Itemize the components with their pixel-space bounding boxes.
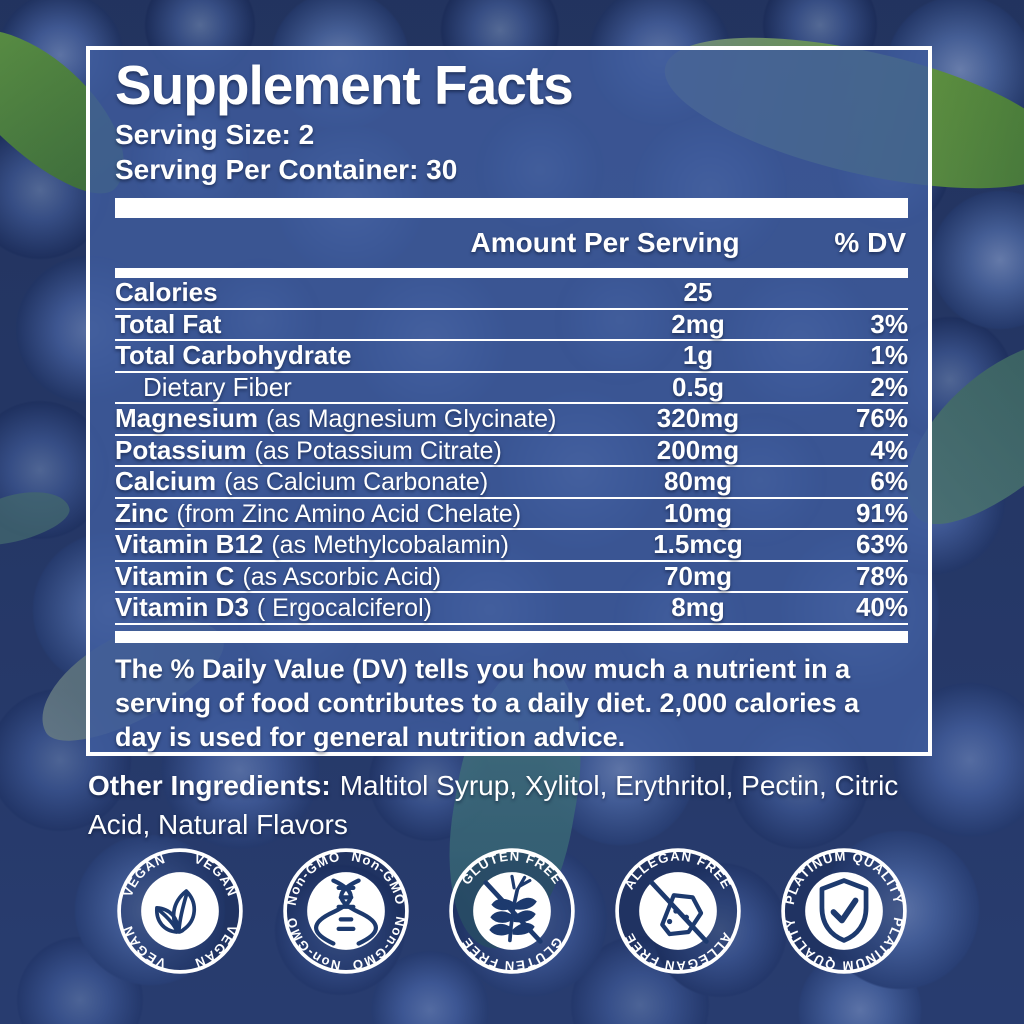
dv-value: 40% bbox=[855, 592, 908, 623]
nutrient-source: (as Potassium Citrate) bbox=[254, 436, 502, 465]
allergen-free-badge: ALLEGAN FREE ALLEGAN FREE bbox=[615, 848, 741, 974]
nutrient-name: Dietary Fiber bbox=[143, 371, 292, 402]
nutrient-name: Vitamin B12 bbox=[115, 529, 264, 560]
nutrient-name: Total Carbohydrate bbox=[115, 340, 352, 371]
amount-value: 0.5g bbox=[671, 371, 725, 402]
column-header-dv: % DV bbox=[834, 227, 906, 258]
nutrient-name: Calcium bbox=[115, 466, 217, 497]
other-ingredients-label: Other Ingredients: bbox=[88, 770, 331, 801]
nutrient-name: Vitamin C bbox=[115, 560, 235, 591]
amount-value: 8mg bbox=[671, 592, 725, 623]
amount-value: 70mg bbox=[664, 560, 732, 591]
dv-value: 6% bbox=[870, 466, 908, 497]
nutrient-name: Total Fat bbox=[115, 308, 222, 339]
dv-value: 63% bbox=[855, 529, 908, 560]
nutrient-name: Potassium bbox=[115, 434, 247, 465]
dv-value: 91% bbox=[855, 497, 908, 528]
amount-value: 1g bbox=[682, 340, 714, 371]
nutrient-source: (from Zinc Amino Acid Chelate) bbox=[176, 499, 522, 528]
nutrient-source: (as Magnesium Glycinate) bbox=[266, 405, 557, 434]
nutrient-source: (as Ascorbic Acid) bbox=[242, 562, 442, 591]
amount-value: 25 bbox=[683, 277, 713, 308]
nutrient-name: Vitamin D3 bbox=[115, 592, 249, 623]
other-ingredients: Other Ingredients: Maltitol Syrup, Xylito… bbox=[88, 766, 956, 844]
separator-bar-thick bbox=[115, 198, 908, 218]
other-ingredients-text: Maltitol Syrup, Xylitol, Erythritol, Pec… bbox=[88, 770, 899, 840]
panel-title: Supplement Facts bbox=[115, 54, 574, 116]
separator-bar-medium bbox=[115, 268, 908, 278]
allergen-crossed-icon bbox=[649, 880, 709, 944]
dv-value: 2% bbox=[870, 371, 908, 402]
badge-inner-circle bbox=[141, 872, 219, 950]
table-row-calories: Calories 25 bbox=[115, 277, 908, 310]
column-header-amount: Amount Per Serving bbox=[470, 227, 740, 258]
nutrient-name: Magnesium bbox=[115, 403, 259, 434]
nutrient-name: Calories bbox=[115, 277, 218, 308]
table-row-vitamin-d3: Vitamin D3( Ergocalciferol) 8mg 40% bbox=[115, 592, 908, 625]
table-row-total-carbohydrate: Total Carbohydrate 1g 1% bbox=[115, 340, 908, 373]
amount-value: 2mg bbox=[671, 308, 725, 339]
dv-value: 4% bbox=[870, 434, 908, 465]
table-row-total-fat: Total Fat 2mg 3% bbox=[115, 308, 908, 341]
nutrient-source: (as Methylcobalamin) bbox=[271, 531, 509, 560]
table-row-zinc: Zinc (from Zinc Amino Acid Chelate) 10mg … bbox=[115, 497, 908, 530]
badge-inner-circle bbox=[805, 872, 883, 950]
dv-value: 1% bbox=[870, 340, 908, 371]
platinum-quality-badge: PLATINUM QUALITY PLATINUM QUALITY bbox=[781, 848, 907, 974]
amount-value: 80mg bbox=[664, 466, 732, 497]
non-gmo-badge: Non-GMO Non-GMO Non-GMO Non-GMO bbox=[283, 848, 409, 974]
supplement-facts-panel: Supplement Facts Serving Size: 2 Serving… bbox=[86, 46, 932, 756]
table-row-calcium: Calcium (as Calcium Carbonate) 80mg 6% bbox=[115, 466, 908, 499]
nutrient-source: ( Ergocalciferol) bbox=[256, 594, 432, 623]
dv-value: 3% bbox=[870, 308, 908, 339]
table-row-potassium: Potassium (as Potassium Citrate) 200mg 4% bbox=[115, 434, 908, 467]
shield-check-icon bbox=[819, 878, 869, 943]
dv-value: 76% bbox=[855, 403, 908, 434]
certification-badges: VEGAN VEGAN VEGAN VEGAN Non-GMO Non-G bbox=[0, 848, 1024, 974]
amount-value: 1.5mcg bbox=[653, 529, 743, 560]
leaf-icon bbox=[155, 889, 197, 934]
amount-value: 320mg bbox=[656, 403, 740, 434]
table-header: Amount Per Serving % DV bbox=[115, 218, 908, 268]
table-row-vitamin-c: Vitamin C (as Ascorbic Acid) 70mg 78% bbox=[115, 560, 908, 593]
servings-per-container: Serving Per Container: 30 bbox=[115, 154, 458, 185]
daily-value-footnote: The % Daily Value (DV) tells you how muc… bbox=[115, 653, 860, 752]
dna-icon bbox=[314, 878, 378, 946]
badge-inner-circle bbox=[307, 872, 385, 950]
wheat-crossed-icon bbox=[483, 874, 543, 944]
nutrient-source: (as Calcium Carbonate) bbox=[224, 468, 489, 497]
nutrient-name: Zinc bbox=[115, 497, 169, 528]
table-row-dietary-fiber: Dietary Fiber 0.5g 2% bbox=[115, 371, 908, 404]
amount-value: 200mg bbox=[656, 434, 740, 465]
vegan-badge: VEGAN VEGAN VEGAN VEGAN bbox=[117, 848, 243, 974]
gluten-free-badge: GLUTEN FREE GLUTEN FREE bbox=[449, 848, 575, 974]
serving-size: Serving Size: 2 bbox=[115, 119, 315, 150]
table-row-magnesium: Magnesium (as Magnesium Glycinate) 320mg … bbox=[115, 403, 908, 436]
separator-bar-bottom bbox=[115, 630, 908, 643]
dv-value: 78% bbox=[855, 560, 908, 591]
amount-value: 10mg bbox=[664, 497, 732, 528]
table-row-vitamin-b12: Vitamin B12 (as Methylcobalamin) 1.5mcg 6… bbox=[115, 529, 908, 562]
